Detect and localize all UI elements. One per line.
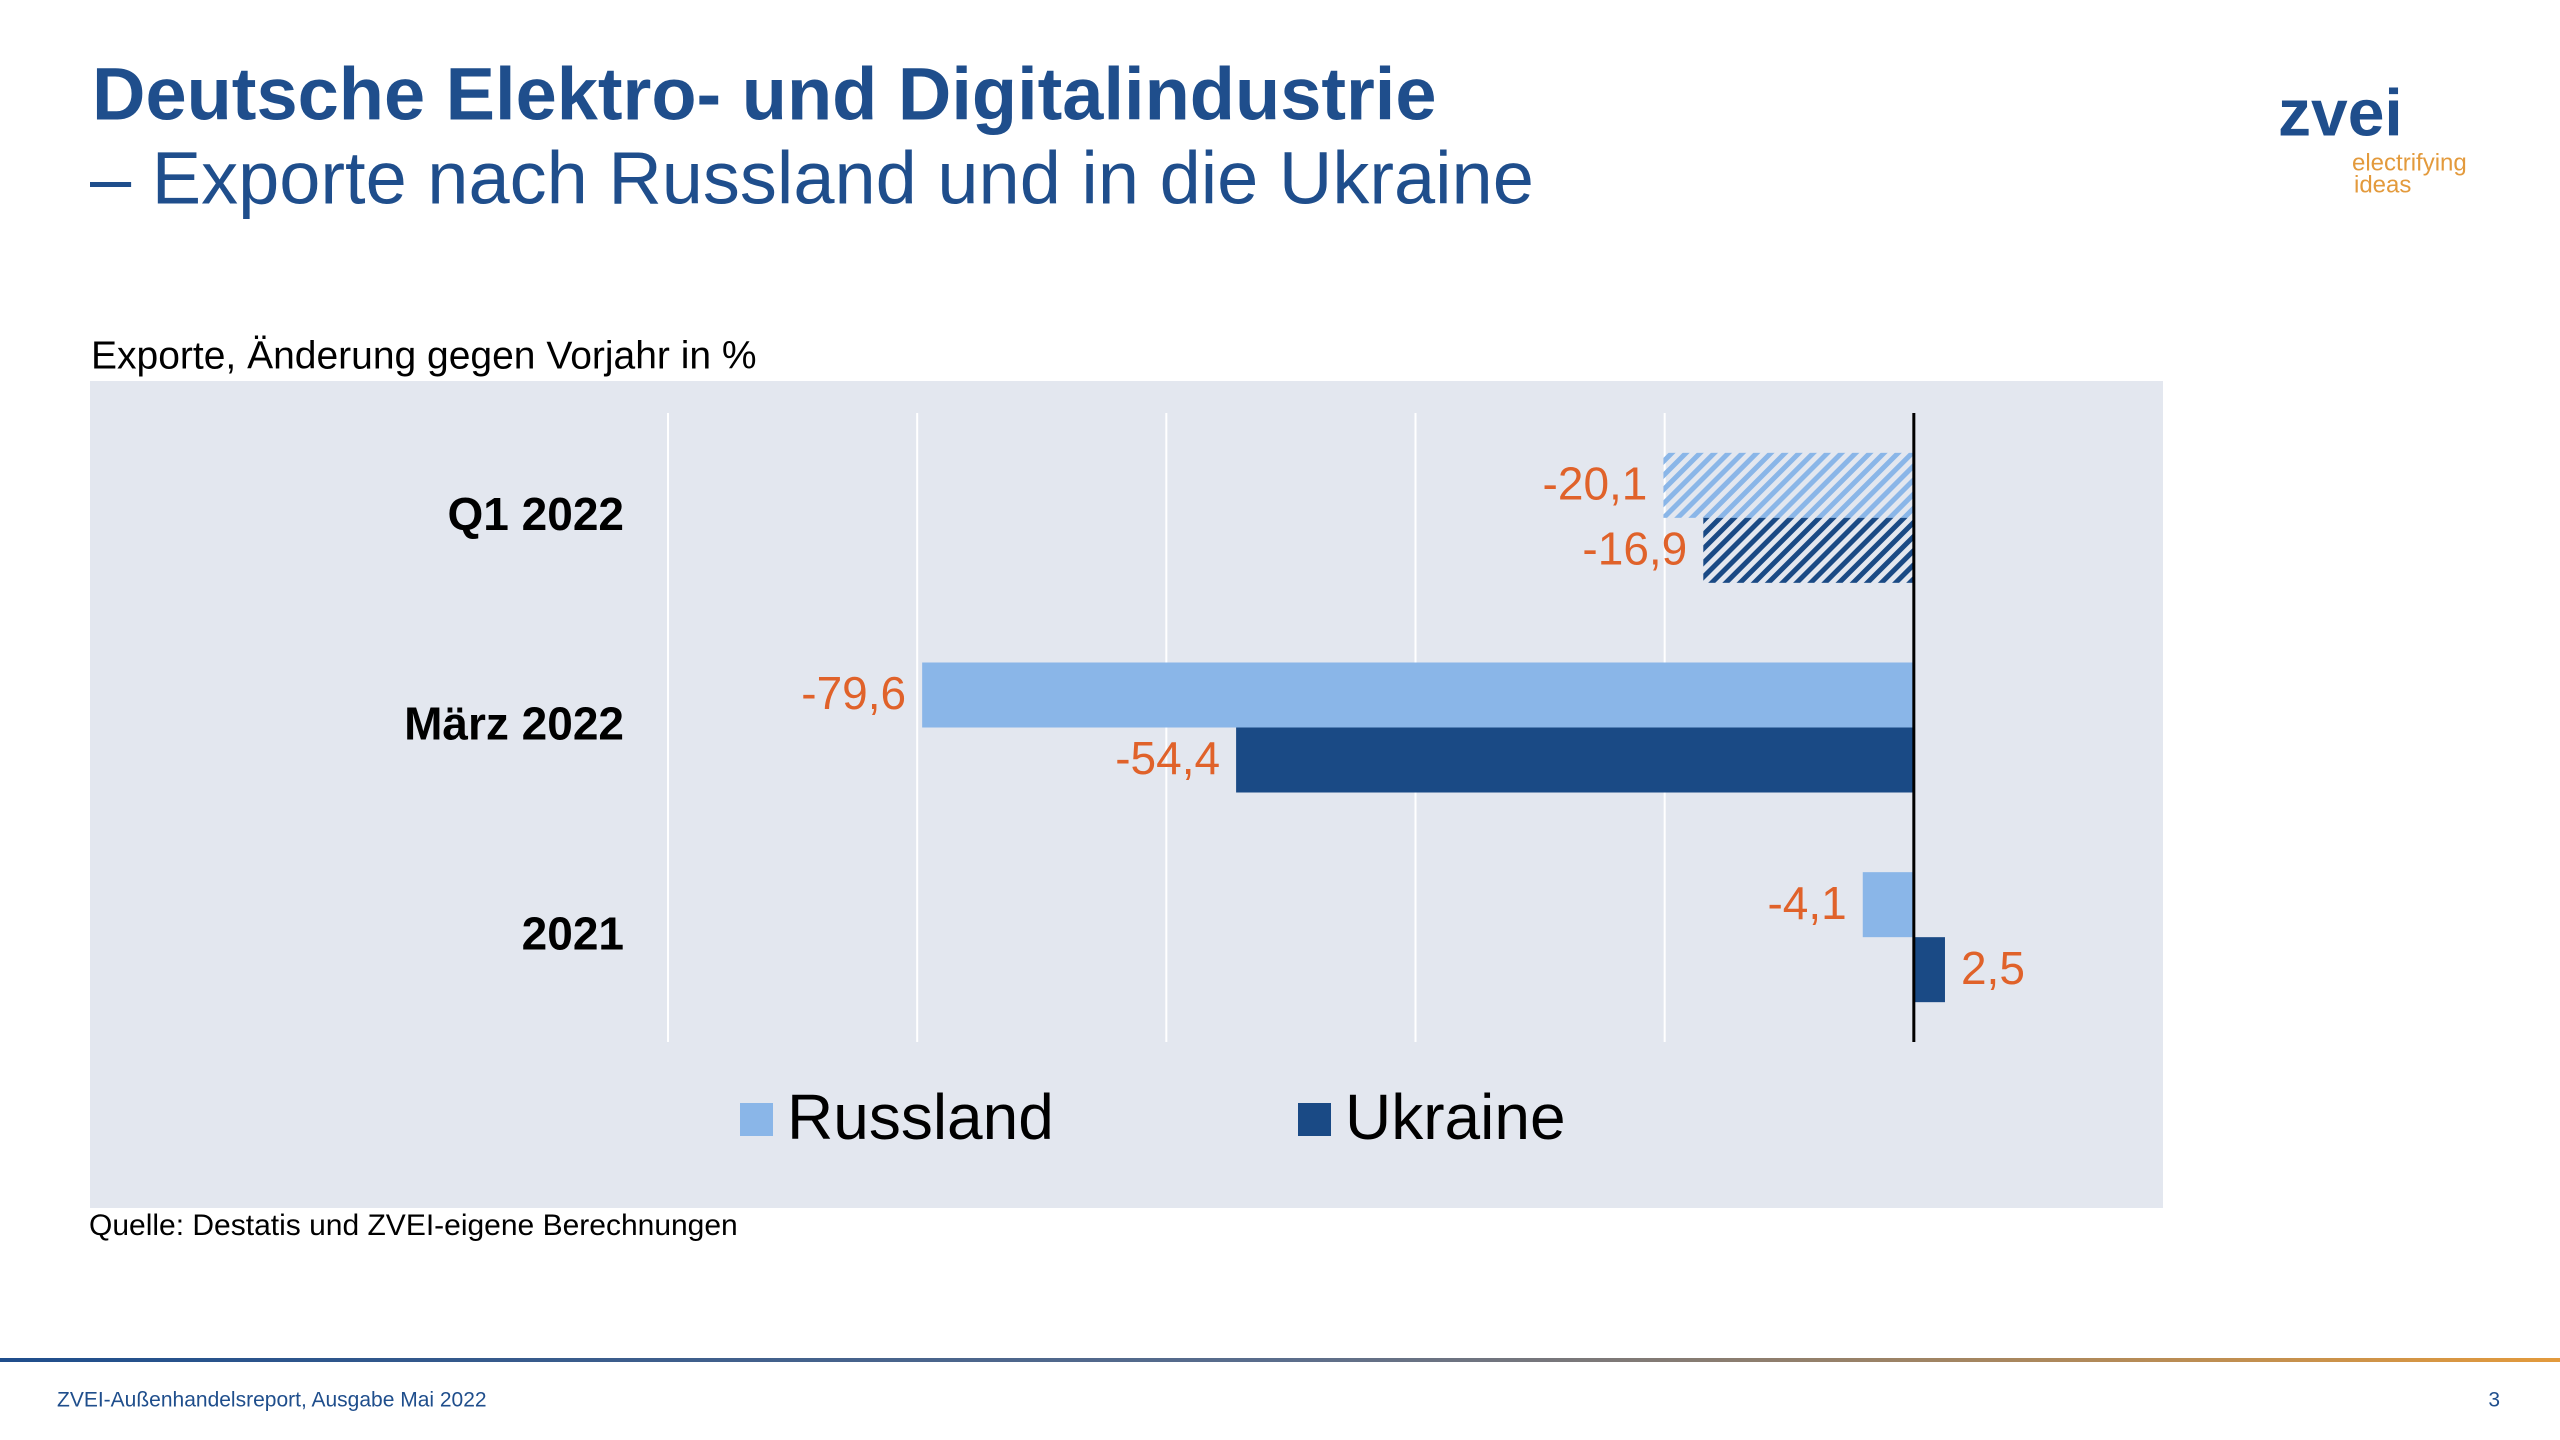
page-number: 3 xyxy=(2488,1389,2500,1412)
subtitle: – Exporte nach Russland und in die Ukrai… xyxy=(90,137,1534,220)
logo-tagline: ideas xyxy=(2354,171,2411,198)
value-label: -4,1 xyxy=(1767,877,1846,929)
category-label: März 2022 xyxy=(404,698,624,750)
logo-tagline: electrifying xyxy=(2352,149,2467,176)
bar xyxy=(1236,727,1914,793)
bar xyxy=(1862,872,1914,938)
category-label: Q1 2022 xyxy=(448,488,624,540)
value-label: -79,6 xyxy=(801,667,906,719)
category-label: 2021 xyxy=(522,907,624,959)
legend-label: Ukraine xyxy=(1345,1081,1566,1153)
bar xyxy=(1663,452,1914,518)
plot: Q1 2022 -20,1 -16,9 März 2022 -79,6 -54,4 2021… xyxy=(404,413,2025,1153)
legend-swatch xyxy=(740,1103,773,1136)
value-label: 2,5 xyxy=(1961,942,2025,994)
title: Deutsche Elektro- und Digitalindustrie xyxy=(92,53,1437,136)
footer-line xyxy=(0,1358,2560,1362)
bar xyxy=(1703,517,1914,583)
value-label: -16,9 xyxy=(1582,522,1687,574)
chart-title: Exporte, Änderung gegen Vorjahr in % xyxy=(91,334,757,377)
bar xyxy=(922,662,1914,728)
footer-text: ZVEI-Außenhandelsreport, Ausgabe Mai 202… xyxy=(57,1389,487,1412)
value-label: -54,4 xyxy=(1115,732,1220,784)
legend-label: Russland xyxy=(787,1081,1054,1153)
value-label: -20,1 xyxy=(1543,457,1648,509)
source: Quelle: Destatis und ZVEI-eigene Berechn… xyxy=(89,1209,738,1242)
legend-swatch xyxy=(1298,1103,1331,1136)
logo-name: zvei xyxy=(2278,75,2403,149)
bar xyxy=(1913,937,1945,1003)
